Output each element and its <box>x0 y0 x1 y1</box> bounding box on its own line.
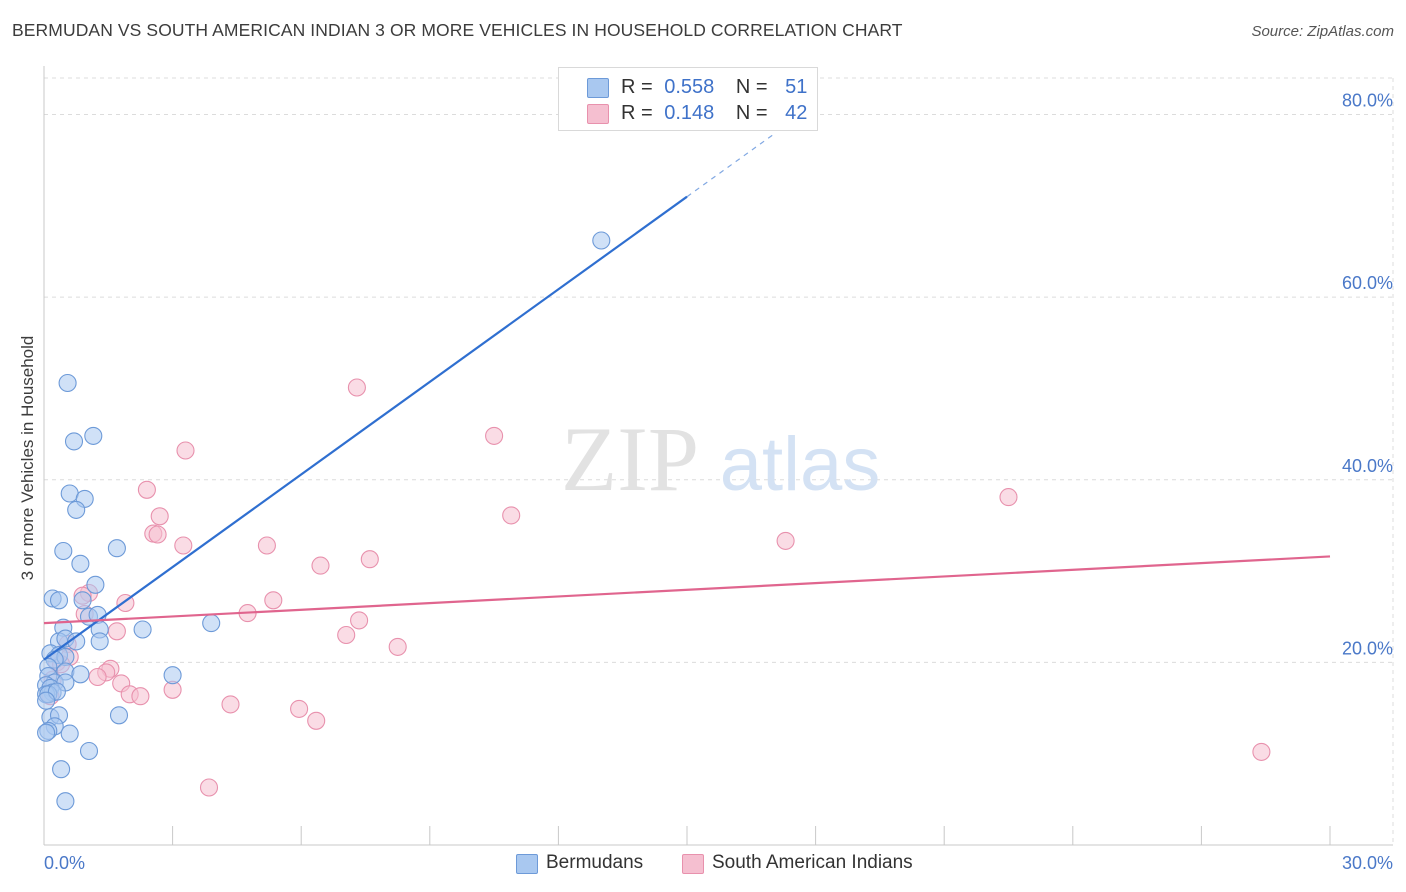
y-tick-label: 80.0% <box>1342 91 1393 111</box>
y-tick-label: 40.0% <box>1342 456 1393 476</box>
south-american-indian-point <box>150 507 169 526</box>
south-american-indian-point <box>311 556 330 575</box>
legend-r-label: R = <box>621 102 653 124</box>
bottom-legend-label: South American Indians <box>712 852 913 873</box>
south-american-indian-point <box>257 536 276 555</box>
legend-swatch-blue <box>587 78 609 98</box>
bermudan-point <box>60 484 79 503</box>
bermudan-point <box>58 373 77 393</box>
tick-labels: 0.0% 30.0% 20.0% 40.0% 60.0% 80.0% <box>44 91 1393 873</box>
legend-r-value: 0.148 <box>664 102 715 124</box>
correlation-legend: R = 0.558 N = 51 R = 0.148 N = 42 <box>558 67 818 131</box>
south-american-indian-point <box>360 550 379 569</box>
south-american-indian-point <box>350 611 369 630</box>
bermudan-point <box>37 723 56 742</box>
legend-swatch-pink <box>587 104 609 124</box>
legend-n-value: 42 <box>785 102 808 124</box>
legend-r-value: 0.558 <box>664 76 715 98</box>
bermudan-trend-line <box>43 195 688 661</box>
south-american-indian-point <box>137 480 156 499</box>
south-american-indian-point <box>307 711 326 730</box>
south-american-indian-point <box>347 378 366 397</box>
trend-lines <box>43 134 1331 661</box>
south-american-indian-point <box>290 699 309 718</box>
bermudan-point <box>37 691 56 710</box>
legend-r-label: R = <box>621 76 653 98</box>
south-american-indian-point <box>1252 742 1271 761</box>
south-american-indian-point <box>221 695 240 714</box>
bermudan-point <box>60 724 79 743</box>
south-american-indian-point <box>176 441 195 460</box>
bermudan-point <box>71 665 90 684</box>
bermudan-point <box>54 541 73 561</box>
south-american-indian-point <box>485 426 504 445</box>
bermudan-point <box>67 500 86 519</box>
bermudan-point <box>86 575 105 594</box>
south-american-indian-point <box>999 488 1018 507</box>
south-american-indian-point <box>199 778 219 797</box>
axes <box>43 66 1393 846</box>
legend-n-label: N = <box>735 102 768 124</box>
south-american-indian-point <box>131 687 150 706</box>
bermudan-point <box>163 666 182 685</box>
bermudan-trend-extension <box>686 134 774 198</box>
chart-title: BERMUDAN VS SOUTH AMERICAN INDIAN 3 OR M… <box>12 20 903 40</box>
south-american-indian-point <box>337 625 356 645</box>
watermark-atlas: atlas <box>720 422 881 507</box>
south-american-indian-point <box>502 506 521 525</box>
bermudan-point <box>79 741 99 761</box>
bermudan-point <box>90 632 109 651</box>
legend-n-value: 51 <box>785 76 808 98</box>
south-american-indian-trend-line <box>43 555 1331 625</box>
bermudan-point <box>71 554 90 573</box>
south-american-indian-point <box>148 525 167 544</box>
watermark-zip: ZIP <box>561 408 699 510</box>
bottom-legend-swatch-blue <box>516 854 538 874</box>
bermudan-point <box>592 231 611 250</box>
bermudan-point <box>56 792 75 811</box>
south-american-indian-point <box>107 622 126 641</box>
x-tick-label-min: 0.0% <box>44 853 85 873</box>
y-tick-label: 20.0% <box>1342 638 1393 658</box>
bermudan-point <box>64 432 84 451</box>
bermudan-point <box>202 614 221 633</box>
bermudan-point <box>49 591 69 610</box>
south-american-indian-points <box>41 378 1271 797</box>
bottom-legend-label: Bermudans <box>546 852 644 873</box>
x-tick-label-max: 30.0% <box>1342 853 1393 873</box>
south-american-indian-point <box>174 536 193 555</box>
bermudan-points <box>37 231 611 811</box>
watermark: ZIP atlas <box>561 408 880 510</box>
south-american-indian-point <box>88 667 107 687</box>
gridlines <box>44 77 1394 845</box>
south-american-indian-point <box>388 637 407 656</box>
bermudan-point <box>109 706 129 725</box>
bermudan-point <box>73 591 92 610</box>
y-tick-label: 60.0% <box>1342 273 1393 293</box>
legend-n-label: N = <box>735 76 768 98</box>
source-note: Source: ZipAtlas.com <box>1251 23 1394 40</box>
bottom-legend-swatch-pink <box>682 854 704 874</box>
bermudan-point <box>84 426 103 445</box>
south-american-indian-point <box>264 591 283 610</box>
bermudan-point <box>52 760 71 779</box>
south-american-indian-point <box>776 531 795 550</box>
bermudan-point <box>133 620 152 639</box>
bermudan-point <box>107 539 126 558</box>
